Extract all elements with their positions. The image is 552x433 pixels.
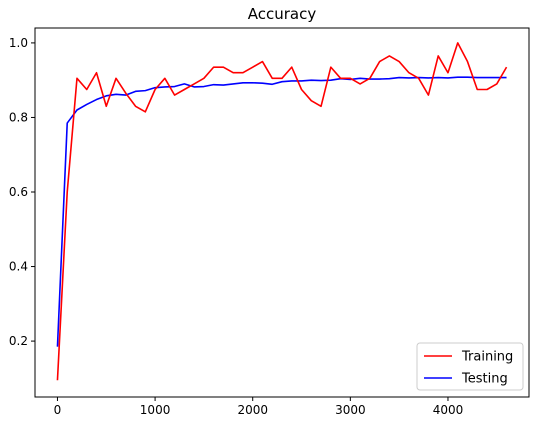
x-tick-label: 4000: [433, 403, 464, 417]
chart-title: Accuracy: [248, 5, 317, 23]
legend-label-testing: Testing: [461, 372, 508, 387]
axes-layer: 0 1000 2000 3000 4000 0.2 0.4 0.6 0.8 1.0: [9, 27, 530, 417]
plot-frame: [34, 27, 530, 398]
y-tick-label: 0.2: [9, 334, 28, 348]
y-tick-label: 0.8: [9, 110, 28, 124]
x-tick-label: 1000: [140, 403, 171, 417]
series-layer: [56, 42, 508, 381]
series-line-testing: [56, 76, 507, 347]
x-tick-label: 2000: [237, 403, 268, 417]
legend-label-training: Training: [461, 350, 513, 365]
x-tick-label: 3000: [335, 403, 366, 417]
series-line-training: [56, 42, 508, 381]
y-tick-label: 1.0: [9, 36, 28, 50]
legend: Training Testing: [416, 342, 524, 391]
y-tick-label: 0.6: [9, 185, 28, 199]
x-tick-label: 0: [54, 403, 62, 417]
y-tick-label: 0.4: [9, 260, 28, 274]
